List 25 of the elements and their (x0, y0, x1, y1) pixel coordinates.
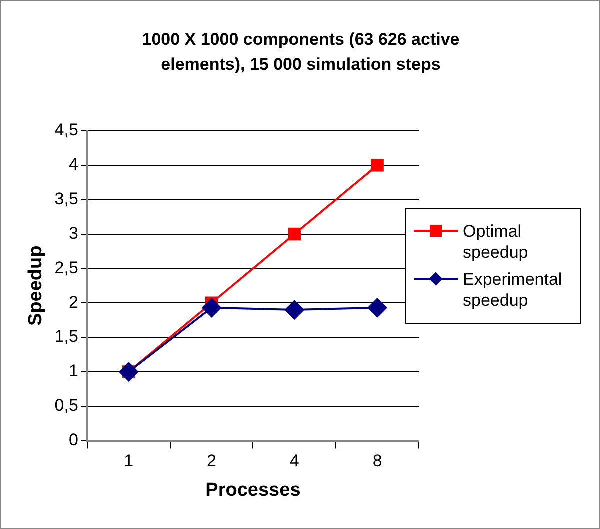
legend-label: Optimal speedup (463, 221, 530, 264)
y-tick-label: 4,5 (54, 120, 78, 140)
point (288, 228, 302, 241)
point (368, 298, 388, 318)
chart-title: 1000 X 1000 components (63 626 active elements), 15 000 simulation steps (141, 29, 461, 76)
y-tick-label: 2 (68, 292, 78, 312)
y-tick-label: 3,5 (54, 190, 78, 209)
x-tick-label: 4 (290, 452, 300, 471)
x-tick-label: 8 (372, 452, 382, 471)
y-tick-label: 3 (68, 224, 78, 243)
y-tick-label: 4 (68, 155, 78, 174)
y-tick-label: 2,5 (54, 258, 78, 278)
legend-label: Experimental speedup (463, 269, 564, 312)
x-axis-title: Processes (206, 480, 301, 501)
y-tick-label: 0 (68, 430, 78, 450)
point (371, 159, 384, 172)
y-tick-label: 0,5 (54, 396, 78, 416)
point (284, 300, 305, 320)
point (118, 362, 139, 382)
x-tick-label: 1 (124, 452, 134, 471)
y-axis-title: Speedup (26, 246, 47, 326)
x-tick-label: 2 (207, 452, 217, 471)
y-tick-label: 1,5 (54, 327, 78, 346)
y-tick-label: 1 (68, 362, 78, 381)
point (202, 298, 222, 318)
